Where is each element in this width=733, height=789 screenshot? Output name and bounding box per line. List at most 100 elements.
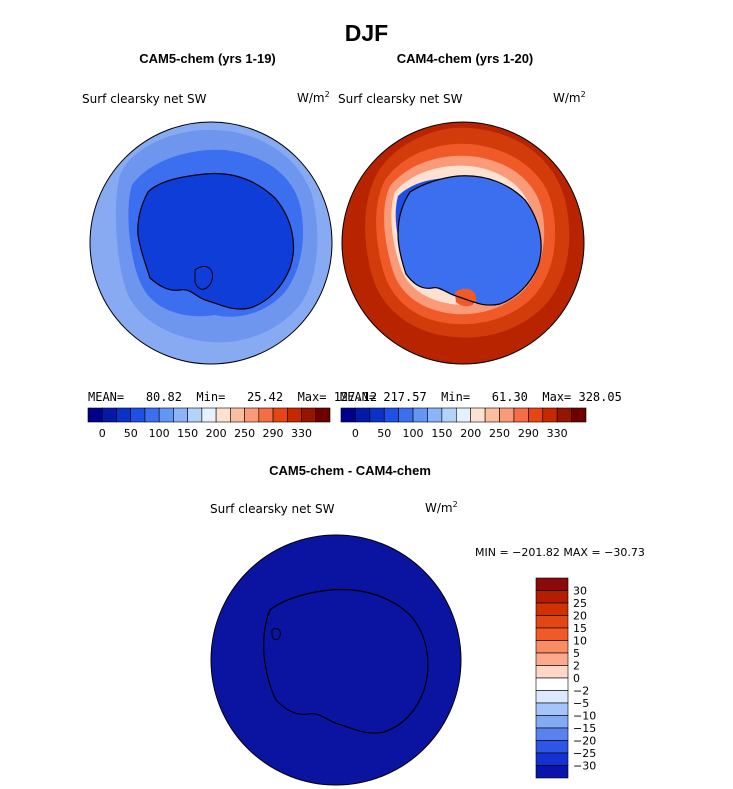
- cam5-colorbar-cell: [230, 407, 245, 423]
- panel-2-units: W/m2: [553, 90, 586, 105]
- cam4-colorbar-cell: [441, 407, 457, 423]
- top-maps: 0 50 100 150 200 250 290 330 0 50 100 150 200 250 290…: [87, 121, 587, 440]
- diff-colorbar-cell: [535, 740, 569, 754]
- cam4-colorbar-cell: [513, 407, 529, 423]
- cam4-colorbar-cell: [355, 407, 371, 423]
- diff-map: [211, 535, 461, 785]
- cam4-colorbar-tick-label: 150: [431, 427, 452, 440]
- diff-colorbar-tick-label: 15: [573, 622, 587, 635]
- cam4-ross-warm: [455, 288, 477, 307]
- cam4-colorbar-cell: [470, 407, 486, 423]
- cam5-stats: MEAN= 80.82 Min= 25.42 Max= 127.12: [88, 390, 378, 404]
- cam4-coastline: [397, 175, 542, 306]
- cam4-colorbar-tick-label: 0: [352, 427, 359, 440]
- cam5-colorbar-cell: [272, 407, 288, 423]
- diff-colorbar-cell: [535, 652, 569, 666]
- cam5-colorbar-cell: [258, 407, 274, 423]
- cam5-colorbar: [87, 407, 331, 423]
- diff-colorbar-tick-label: −20: [573, 735, 596, 748]
- cam4-colorbar-cell: [571, 407, 587, 423]
- diff-colorbar-cell: [535, 677, 569, 691]
- cam5-colorbar-cell: [301, 407, 317, 423]
- diff-colorbar-tick-label: 25: [573, 597, 587, 610]
- panel-3-units: W/m2: [425, 500, 458, 515]
- cam4-colorbar-cell: [427, 407, 443, 423]
- diff-colorbar-tick-label: 10: [573, 635, 587, 648]
- cam5-colorbar-tick-label: 0: [99, 427, 106, 440]
- cam5-colorbar-cell: [315, 407, 331, 423]
- cam4-colorbar-cell: [528, 407, 544, 423]
- panel-1-units: W/m2: [297, 90, 330, 105]
- diff-colorbar-cell: [535, 752, 569, 766]
- panel-2-title: CAM4-chem (yrs 1-20): [396, 51, 534, 66]
- diff-colorbar-tick-label: 30: [573, 585, 587, 598]
- page-title: DJF: [344, 20, 389, 46]
- cam5-map: [90, 122, 332, 364]
- diff-colorbar-tick-label: −30: [573, 760, 596, 773]
- cam5-colorbar-cell: [201, 407, 217, 423]
- cam4-colorbar-tick-label: 330: [547, 427, 568, 440]
- diff-colorbar-cell: [535, 590, 569, 604]
- cam5-colorbar-cell: [215, 407, 231, 423]
- cam5-land: [137, 173, 294, 310]
- cam4-colorbar-cell: [542, 407, 558, 423]
- diff-colorbar-tick-label: −2: [573, 685, 589, 698]
- cam4-max: 328.05: [578, 390, 622, 404]
- cam5-coastline: [137, 172, 295, 310]
- cam4-stats: MEAN= 217.57 Min= 61.30 Max= 328.05: [340, 390, 622, 404]
- cam5-colorbar-tick-label: 250: [234, 427, 255, 440]
- diff-colorbar-tick-label: 5: [573, 647, 580, 660]
- cam4-colorbar-tick-label: 290: [518, 427, 539, 440]
- diff-coastline: [263, 588, 429, 734]
- diff-colorbar-cell: [535, 577, 569, 591]
- diff-colorbar-cell: [535, 665, 569, 679]
- cam4-colorbar-cell: [556, 407, 572, 423]
- cam5-mean: 80.82: [145, 390, 182, 404]
- cam4-colorbar-cell: [455, 407, 472, 423]
- cam4-colorbar-cell: [369, 407, 385, 423]
- panel-1-title: CAM5-chem (yrs 1-19): [139, 51, 276, 66]
- panel-3-variable: Surf clearsky net SW: [210, 502, 335, 516]
- cam5-min: 25.42: [246, 390, 284, 404]
- diff-colorbar-cell: [535, 690, 569, 704]
- diff-colorbar-tick-label: −10: [573, 710, 596, 723]
- cam4-land: [398, 175, 542, 306]
- cam5-colorbar-tick-label: 330: [291, 427, 312, 440]
- panel-2-variable: Surf clearsky net SW: [338, 92, 463, 106]
- diff-colorbar-tick-label: −25: [573, 747, 596, 760]
- panel-1-variable: Surf clearsky net SW: [82, 92, 207, 106]
- cam5-colorbar-cell: [130, 407, 146, 423]
- diff-colorbar-cell: [535, 627, 569, 641]
- cam5-colorbar-cell: [244, 407, 260, 423]
- diff-colorbar-tick-label: 20: [573, 610, 587, 623]
- diff-map-border: [210, 534, 462, 786]
- cam5-colorbar-cell: [286, 407, 302, 423]
- cam4-colorbar-tick-label: 250: [489, 427, 510, 440]
- cam4-min: 61.30: [491, 390, 528, 404]
- cam5-colorbar-cell: [158, 407, 174, 423]
- cam4-colorbar-cell: [398, 407, 414, 423]
- cam5-colorbar-cell: [187, 407, 203, 423]
- cam4-map: [342, 122, 584, 364]
- cam4-mean: 217.57: [383, 390, 427, 404]
- diff-colorbar-tick-label: 2: [573, 660, 580, 673]
- cam5-colorbar-tick-label: 100: [149, 427, 170, 440]
- cam4-colorbar: [340, 407, 587, 423]
- cam5-colorbar-cell: [144, 407, 160, 423]
- cam5-colorbar-cell: [116, 407, 132, 423]
- diff-colorbar-tick-label: −15: [573, 722, 596, 735]
- cam4-colorbar-tick-label: 100: [403, 427, 424, 440]
- panel-3-title: CAM5-chem - CAM4-chem: [269, 463, 431, 478]
- cam5-colorbar-tick-label: 50: [124, 427, 138, 440]
- diff-colorbar: [535, 577, 569, 779]
- cam5-max: 127.12: [333, 390, 378, 404]
- cam4-colorbar-cell: [499, 407, 515, 423]
- diff-colorbar-tick-label: 0: [573, 672, 580, 685]
- cam4-colorbar-ticks: 0 50 100 150 200 250 290 330: [352, 427, 568, 440]
- diff-colorbar-cell: [535, 702, 569, 716]
- diff-colorbar-cell: [535, 715, 569, 729]
- diff-colorbar-cell: [535, 615, 569, 629]
- cam5-colorbar-cell: [87, 407, 103, 423]
- cam5-map-border: [89, 121, 333, 365]
